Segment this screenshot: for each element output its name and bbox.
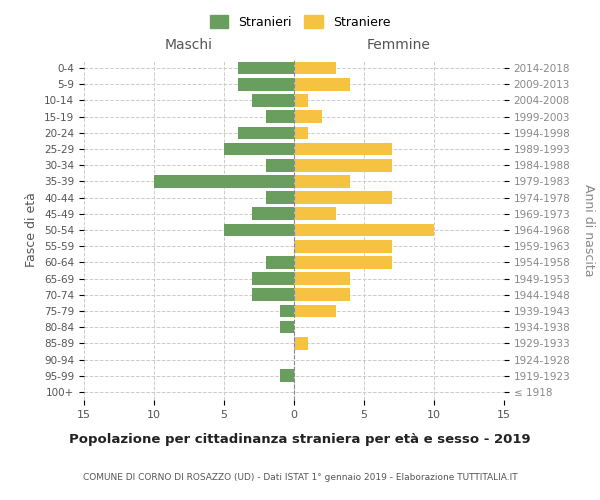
Text: COMUNE DI CORNO DI ROSAZZO (UD) - Dati ISTAT 1° gennaio 2019 - Elaborazione TUTT: COMUNE DI CORNO DI ROSAZZO (UD) - Dati I… — [83, 472, 517, 482]
Bar — [266, 159, 294, 172]
Bar — [238, 78, 294, 90]
Bar — [280, 370, 294, 382]
Bar — [238, 62, 294, 74]
Bar — [294, 272, 350, 285]
Bar — [294, 110, 322, 123]
Bar — [294, 256, 392, 268]
Text: Maschi: Maschi — [165, 38, 213, 52]
Bar — [266, 256, 294, 268]
Bar — [252, 94, 294, 107]
Bar — [294, 159, 392, 172]
Text: Femmine: Femmine — [367, 38, 431, 52]
Y-axis label: Fasce di età: Fasce di età — [25, 192, 38, 268]
Text: Popolazione per cittadinanza straniera per età e sesso - 2019: Popolazione per cittadinanza straniera p… — [69, 432, 531, 446]
Bar — [252, 288, 294, 301]
Bar — [294, 94, 308, 107]
Bar — [252, 208, 294, 220]
Bar — [238, 126, 294, 139]
Bar — [294, 192, 392, 204]
Bar — [294, 337, 308, 349]
Bar — [224, 142, 294, 156]
Bar — [294, 240, 392, 252]
Bar — [154, 175, 294, 188]
Bar — [294, 78, 350, 90]
Bar — [294, 62, 336, 74]
Bar — [280, 304, 294, 318]
Bar — [294, 142, 392, 156]
Y-axis label: Anni di nascita: Anni di nascita — [581, 184, 595, 276]
Bar — [294, 304, 336, 318]
Bar — [294, 175, 350, 188]
Legend: Stranieri, Straniere: Stranieri, Straniere — [206, 11, 394, 32]
Bar — [266, 192, 294, 204]
Bar — [294, 126, 308, 139]
Bar — [280, 321, 294, 334]
Bar — [224, 224, 294, 236]
Bar — [294, 208, 336, 220]
Bar — [252, 272, 294, 285]
Bar — [294, 288, 350, 301]
Bar — [294, 224, 434, 236]
Bar — [266, 110, 294, 123]
